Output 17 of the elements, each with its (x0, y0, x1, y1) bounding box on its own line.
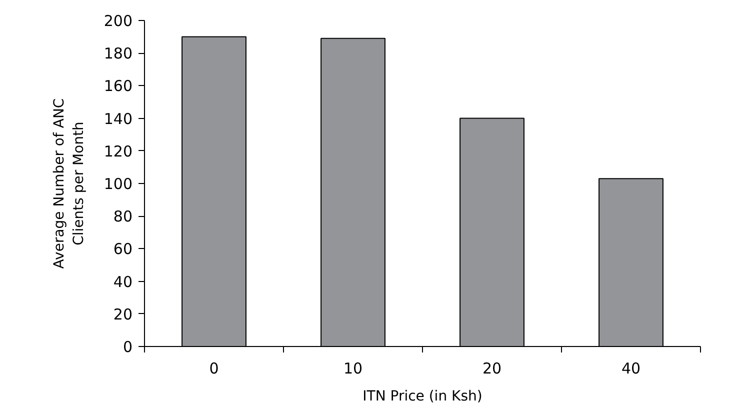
y-tick-label: 180 (104, 44, 133, 63)
y-tick-label: 40 (113, 272, 133, 291)
y-axis-title: Average Number of ANC Clients per Month (52, 98, 87, 269)
y-tick-label: 20 (113, 305, 133, 324)
x-tick-label: 0 (209, 360, 219, 378)
y-tick-label: 140 (104, 110, 133, 128)
y-tick-label: 200 (104, 12, 133, 30)
y-tick-label: 80 (113, 208, 133, 226)
y-tick-label: 120 (104, 142, 133, 160)
y-tick-label: 100 (104, 175, 133, 193)
x-tick-label: 10 (343, 360, 363, 378)
y-tick-label: 0 (122, 338, 133, 356)
x-tick-label: 40 (621, 360, 641, 378)
x-axis-title: ITN Price (in Ksh) (362, 388, 482, 404)
y-tick-label: 160 (104, 77, 133, 96)
y-tick-label: 60 (113, 240, 133, 258)
x-tick-label: 20 (482, 360, 502, 378)
